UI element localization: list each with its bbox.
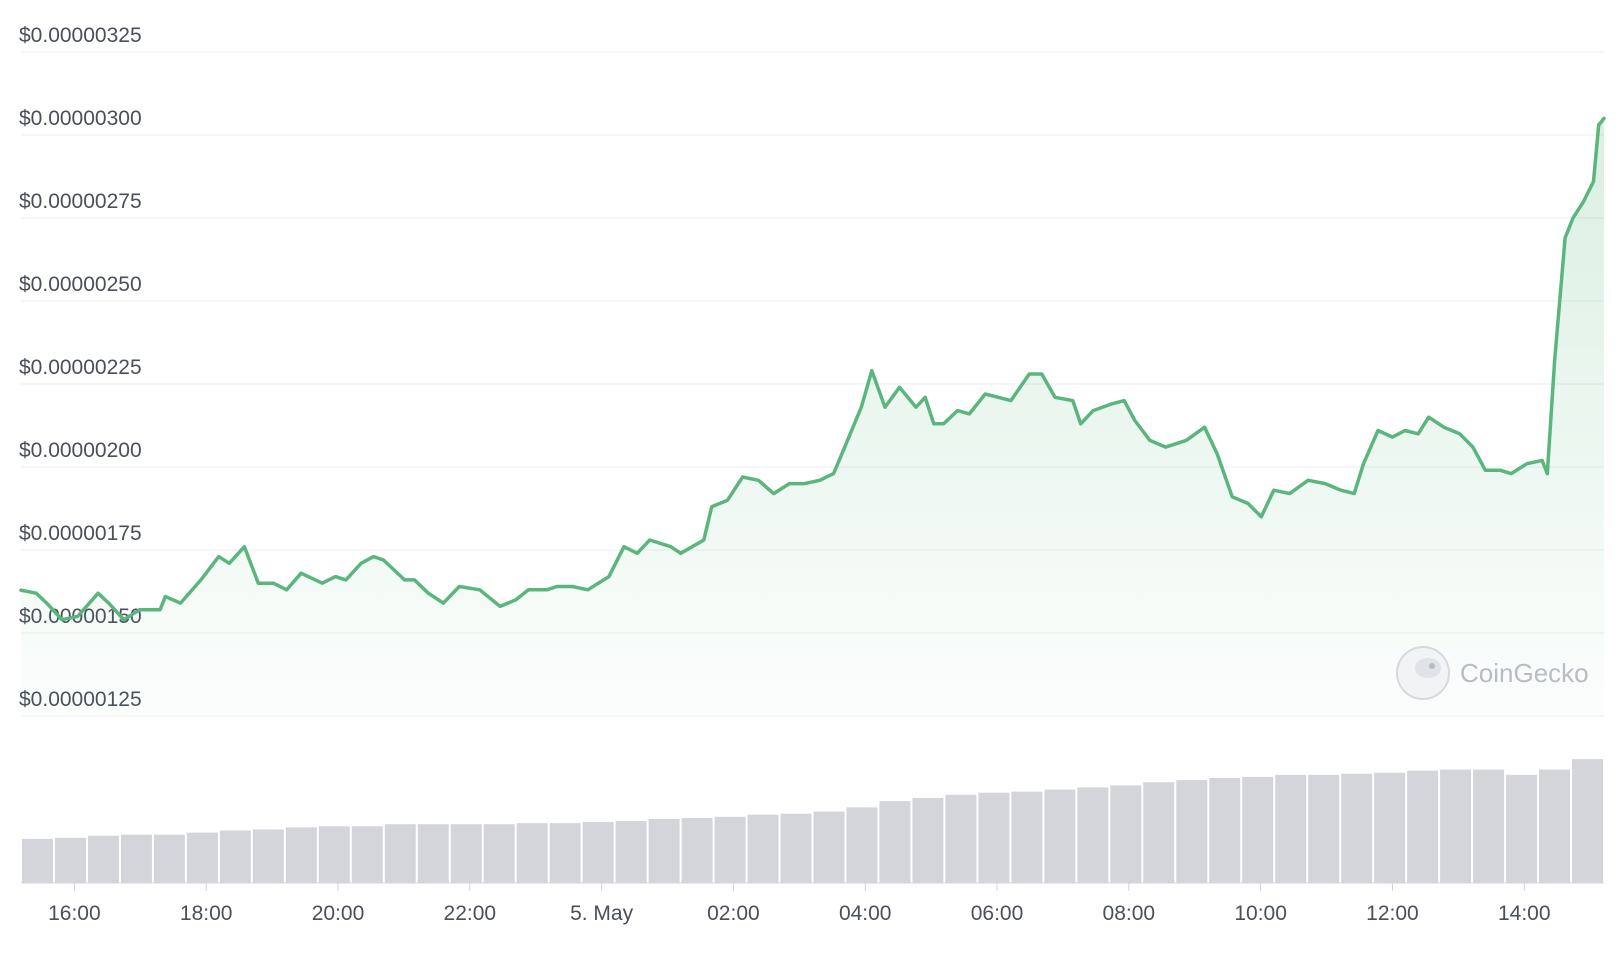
volume-bar — [1374, 772, 1406, 883]
volume — [22, 759, 1603, 883]
volume-bar — [912, 797, 944, 883]
price-line — [19, 116, 1606, 622]
x-tick-label: 5. May — [570, 902, 634, 925]
volume-bar — [549, 823, 581, 883]
x-tick-label: 14:00 — [1498, 902, 1551, 925]
x-tick-label: 12:00 — [1366, 902, 1419, 925]
volume-bar — [87, 835, 119, 883]
y-tick-label: $0.00000225 — [19, 356, 142, 379]
volume-bar — [1539, 769, 1571, 883]
volume-bar — [285, 827, 317, 883]
x-tick-label: 06:00 — [971, 902, 1024, 925]
volume-bar — [1275, 774, 1307, 883]
volume-bar — [318, 826, 350, 883]
volume-bar — [879, 801, 911, 883]
volume-bar — [1440, 769, 1472, 883]
x-tick-label: 02:00 — [707, 902, 760, 925]
volume-bar — [582, 822, 614, 883]
volume-bar — [54, 837, 86, 883]
volume-bar — [1209, 778, 1241, 883]
volume-bar — [351, 826, 383, 883]
volume-bar — [384, 824, 416, 883]
x-tick-label: 10:00 — [1234, 902, 1287, 925]
x-tick-label: 18:00 — [180, 902, 233, 925]
y-tick-label: $0.00000175 — [19, 522, 142, 545]
x-tick-label: 20:00 — [312, 902, 365, 925]
volume-bar — [516, 823, 548, 883]
volume-bar — [219, 830, 251, 883]
volume-bar — [1506, 774, 1538, 883]
volume-bar — [1044, 789, 1076, 883]
volume-bar — [1011, 791, 1043, 883]
y-tick-label: $0.00000200 — [19, 439, 142, 462]
volume-bar — [1407, 770, 1439, 883]
volume-bar — [153, 834, 185, 883]
y-tick-label: $0.00000250 — [19, 273, 142, 296]
x-tick-label: 04:00 — [839, 902, 892, 925]
volume-bar — [1308, 774, 1340, 883]
volume-bar — [648, 818, 680, 883]
volume-bar — [747, 814, 779, 883]
volume-bar — [1473, 769, 1505, 883]
volume-bar — [978, 792, 1010, 883]
plot — [19, 116, 1606, 716]
volume-bar — [1077, 787, 1109, 883]
volume-bar — [714, 816, 746, 883]
volume-bar — [813, 811, 845, 883]
volume-bar — [417, 824, 449, 883]
y-tick-label: $0.00000275 — [19, 190, 142, 213]
watermark: CoinGecko — [1460, 658, 1589, 688]
volume-bar — [450, 824, 482, 883]
volume-bar — [22, 838, 53, 883]
price-area — [21, 118, 1604, 716]
y-tick-label: $0.00000300 — [19, 107, 142, 130]
volume-bar — [1110, 785, 1142, 883]
volume-bar — [1143, 782, 1175, 883]
volume-bar — [1176, 780, 1208, 883]
volume-bar — [1341, 773, 1373, 883]
volume-bar — [120, 834, 152, 883]
y-tick-label: $0.00000325 — [19, 24, 142, 47]
volume-bar — [252, 829, 284, 883]
volume-bar — [780, 813, 812, 883]
volume-bar — [483, 824, 515, 883]
volume-bar — [1242, 776, 1274, 883]
x-tick-label: 08:00 — [1103, 902, 1156, 925]
volume-bar — [681, 817, 713, 883]
x-tick-label: 16:00 — [48, 902, 101, 925]
x-tick-label: 22:00 — [444, 902, 497, 925]
volume-bar — [186, 832, 218, 883]
watermark-logo — [1396, 646, 1450, 700]
volume-bar — [846, 807, 878, 883]
volume-bar — [945, 794, 977, 883]
volume-bar — [1572, 759, 1603, 883]
volume-bar — [615, 821, 647, 883]
